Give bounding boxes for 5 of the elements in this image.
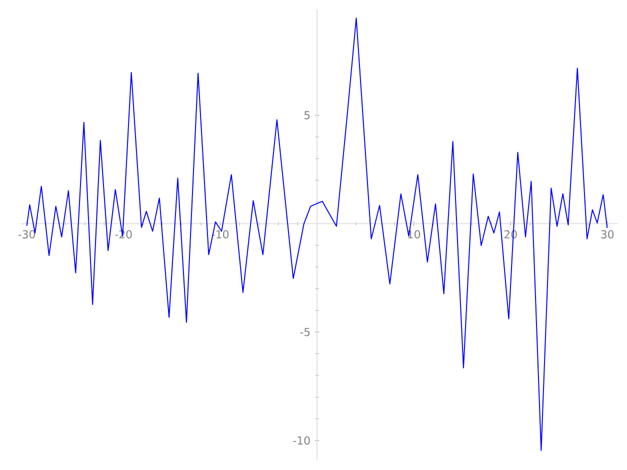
y-tick-label: -5 xyxy=(300,328,310,336)
x-tick-label: -30 xyxy=(18,230,36,238)
x-tick-label: 30 xyxy=(601,230,614,238)
y-tick-label: 5 xyxy=(304,111,310,120)
y-tick-label: -10 xyxy=(293,436,310,445)
